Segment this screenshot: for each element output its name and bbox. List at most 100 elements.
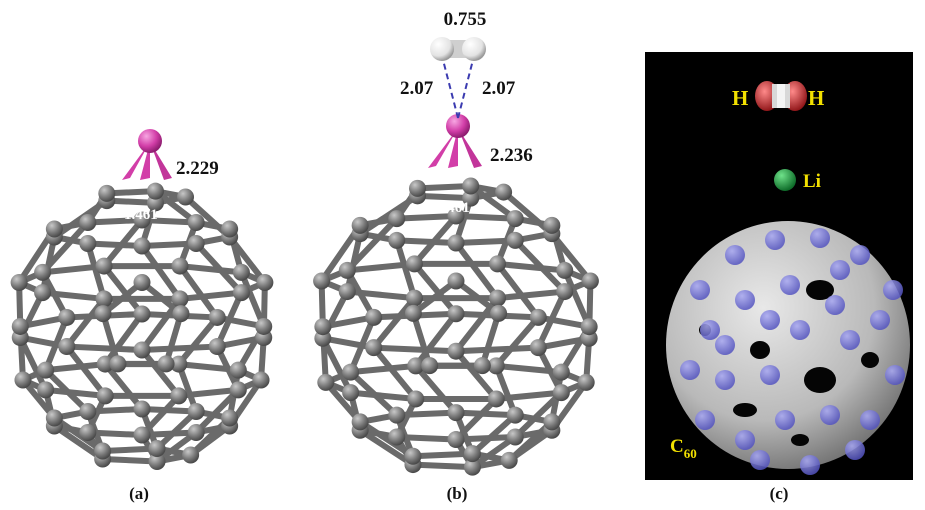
cage-a-cc-bond — [42, 386, 109, 399]
li-h-interaction-left — [441, 55, 459, 119]
cage-b-cc-bond — [479, 310, 502, 369]
cage-a-carbon-atom — [252, 371, 270, 389]
carbon-atom-dot — [775, 410, 795, 430]
cage-a-carbon-atom — [148, 439, 166, 457]
cage-a-carbon-atom — [187, 423, 205, 441]
cage-b-carbon-atom — [404, 447, 422, 465]
cage-b-carbon-atom — [489, 255, 507, 273]
label-li: Li — [803, 171, 821, 192]
bond-length-li-h-left: 2.07 — [400, 78, 434, 99]
cage-b-carbon-atom — [351, 216, 369, 234]
cage-b-cc-bond — [357, 427, 416, 468]
carbon-atom-dot — [800, 455, 820, 475]
lithium-atom-c — [774, 169, 796, 191]
carbon-atom-dot — [883, 280, 903, 300]
cage-b-cc-bond — [414, 192, 474, 202]
cage-b-carbon-atom — [506, 210, 524, 228]
cage-b-carbon-atom — [408, 179, 426, 197]
cage-b-carbon-atom — [407, 390, 425, 408]
cage-b-carbon-atom — [447, 404, 465, 422]
cage-b-carbon-atom — [529, 308, 547, 326]
cage-b-cc-bond — [393, 213, 459, 222]
cage-b-cc-bond — [344, 267, 377, 321]
cage-b-cc-bond — [347, 369, 400, 419]
carbon-atom-dot — [700, 320, 720, 340]
cage-b-carbon-atom — [487, 357, 505, 375]
cage-a-cc-bond — [154, 408, 200, 452]
cage-a-carbon-atom — [79, 403, 97, 421]
cage-a-cc-bond — [101, 217, 145, 270]
cage-b-carbon-atom — [529, 339, 547, 357]
carbon-atom-dots — [680, 228, 905, 475]
cage-b-carbon-atom — [462, 177, 480, 195]
cage-b-carbon-atom — [500, 451, 518, 469]
bond-length-cc-a: 1.461 — [124, 207, 158, 223]
cage-a-cc-bond — [175, 314, 221, 368]
cage-a-cc-bond — [100, 310, 121, 367]
cage-a-cc-bond — [214, 289, 245, 350]
cage-b-carbon-atom — [556, 283, 574, 301]
carbon-atom-dot — [680, 360, 700, 380]
isosurface-holes — [699, 280, 879, 446]
bond-length-li-c-a: 2.229 — [176, 158, 219, 179]
cage-a-carbon-atom — [187, 214, 205, 232]
cage-b-carbon-atom — [473, 357, 491, 375]
cage-b-cc-bond — [393, 237, 418, 302]
carbon-atom-dot — [715, 370, 735, 390]
carbon-atom-dot — [845, 440, 865, 460]
carbon-atom-dot — [830, 260, 850, 280]
cage-a-carbon-atom — [11, 317, 29, 335]
hydrogen-atom-right-b — [462, 37, 486, 61]
cage-a-carbon-atom — [58, 308, 76, 326]
carbon-atom-dot — [725, 245, 745, 265]
cage-b-carbon-atom — [314, 318, 332, 336]
hydrogen-atom-left-b — [430, 37, 454, 61]
cage-a-cc-bond — [139, 343, 221, 353]
label-h-right: H — [808, 86, 824, 110]
cage-a-carbon-atom — [34, 263, 52, 281]
cage-b-cc-bond — [412, 362, 459, 416]
cage-a-cc-bond — [139, 242, 183, 302]
cage-b-carbon-atom — [552, 384, 570, 402]
cage-b-carbon-atom — [342, 363, 360, 381]
cage-b-carbon-atom — [388, 428, 406, 446]
cage-a-cc-bond — [63, 343, 145, 353]
carbon-atom-dot — [760, 365, 780, 385]
cage-a-cc-bond — [63, 343, 109, 399]
cage-b-cc-bond — [344, 215, 400, 274]
cage-a-carbon-atom — [58, 338, 76, 356]
cage-a-carbon-atom — [148, 453, 166, 471]
cage-b-cc-bond — [411, 260, 459, 317]
label-c60-sub: 60 — [684, 446, 697, 461]
cage-a-carbon-atom — [187, 403, 205, 421]
cage-b-carbon-atom — [490, 304, 508, 322]
cage-b-cc-bond — [347, 314, 377, 376]
cage-b-cc-bond — [493, 314, 542, 369]
cage-b-carbon-atom — [506, 231, 524, 249]
charge-density-isosurface — [666, 221, 910, 475]
isosurface-hole — [861, 352, 879, 368]
cage-b-carbon-atom — [404, 304, 422, 322]
cage-a-carbon-atom — [255, 317, 273, 335]
isosurface-hole — [733, 403, 757, 417]
cage-b-carbon-atom — [462, 189, 480, 207]
cage-a-carbon-atom — [146, 182, 164, 200]
cage-a-carbon-atom — [208, 338, 226, 356]
carbon-atom-dot — [810, 228, 830, 248]
carbon-atom-dot — [860, 410, 880, 430]
cage-a-cc-bond — [42, 314, 70, 374]
label-c60-c: C — [670, 436, 684, 457]
cage-b-cc-bond — [469, 433, 519, 471]
cage-b-carbon-atom — [506, 406, 524, 424]
carbon-atom-dot — [735, 290, 755, 310]
cage-a-carbon-atom — [133, 305, 151, 323]
cage-b-carbon-atom — [447, 234, 465, 252]
cage-b-cc-bond — [453, 278, 502, 317]
cage-a-carbon-atom — [157, 355, 175, 373]
cage-a-carbon-atom — [229, 361, 247, 379]
bond-length-hh: 0.755 — [444, 9, 487, 30]
carbon-atom-dot — [765, 230, 785, 250]
cage-b-cc-bond — [453, 239, 501, 302]
cage-b-carbon-atom — [405, 289, 423, 307]
